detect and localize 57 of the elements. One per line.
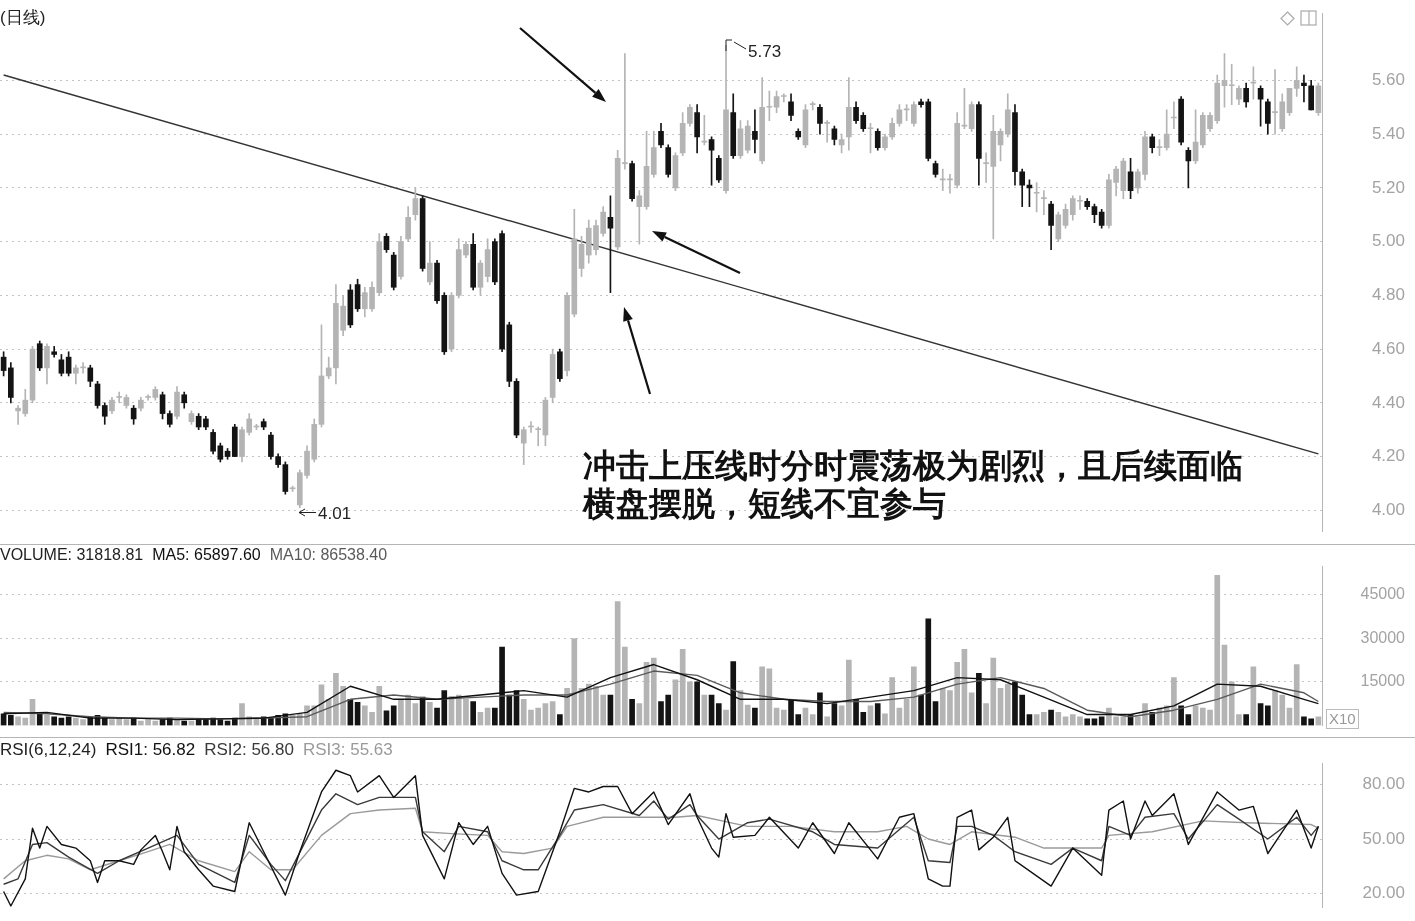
- bar: [1264, 705, 1271, 726]
- text: RSI2: 56.80: [204, 740, 294, 759]
- bar: [1293, 664, 1300, 726]
- chart-title: RSI(6,12,24): [0, 740, 97, 759]
- annotation: 5.73: [748, 42, 782, 62]
- bar: [1178, 705, 1184, 726]
- y-tick-label: 5.20: [1371, 177, 1405, 197]
- bar: [390, 705, 397, 726]
- bar: [780, 709, 787, 726]
- y-tick-label: 4.80: [1371, 285, 1405, 305]
- text: RSI1: 56.82: [105, 740, 196, 759]
- bar: [470, 701, 477, 726]
- bar: [650, 657, 657, 726]
- bar: [1084, 718, 1091, 726]
- y-tick-label: 4.20: [1371, 446, 1405, 466]
- text: X10: [1326, 709, 1359, 729]
- y-tick-label: 80.00: [1362, 774, 1405, 794]
- bar: [557, 714, 563, 726]
- bar: [44, 714, 50, 726]
- bar: [744, 704, 751, 726]
- text: MA10: 86538.40: [269, 546, 388, 563]
- y-tick-label: 50.00: [1362, 828, 1405, 848]
- y-tick-label: 30000: [1360, 628, 1406, 646]
- bar: [636, 703, 643, 726]
- bar: [51, 716, 58, 726]
- bar: [1055, 712, 1062, 726]
- bar: [723, 709, 729, 726]
- y-tick-label: 4.60: [1371, 338, 1405, 358]
- y-tick-label: 15000: [1360, 672, 1406, 690]
- y-tick-label: 4.00: [1371, 499, 1405, 519]
- bar: [622, 646, 628, 726]
- y-tick-label: 45000: [1360, 585, 1406, 603]
- y-tick-label: 4.40: [1371, 392, 1405, 412]
- bar: [874, 703, 881, 726]
- bar: [846, 659, 852, 726]
- y-tick-label: 20.00: [1362, 883, 1405, 903]
- bar: [629, 698, 635, 726]
- chart-title: (日线): [0, 7, 46, 29]
- bar: [1041, 712, 1047, 726]
- bar: [752, 707, 758, 726]
- y-tick-label: 5.60: [1371, 70, 1405, 90]
- y-tick-label: 5.00: [1371, 231, 1405, 251]
- bar: [824, 716, 830, 726]
- bar: [911, 666, 917, 726]
- bar: [427, 701, 433, 726]
- bar: [1004, 683, 1011, 726]
- bar: [715, 703, 722, 726]
- annotation: 冲击上压线时分时震荡极为剧烈，且后续面临横盘摆脱，短线不宜参与: [583, 446, 1244, 523]
- text: RSI3: 55.63: [302, 740, 393, 759]
- annotation: 4.01: [318, 504, 352, 524]
- bar: [1048, 709, 1054, 726]
- text: MA5: 65897.60: [152, 546, 261, 563]
- bar: [1243, 714, 1249, 726]
- bar: [759, 666, 765, 726]
- y-tick-label: 5.40: [1371, 123, 1405, 143]
- chart-title: VOLUME: 31818.81: [0, 546, 144, 563]
- bar: [809, 714, 816, 726]
